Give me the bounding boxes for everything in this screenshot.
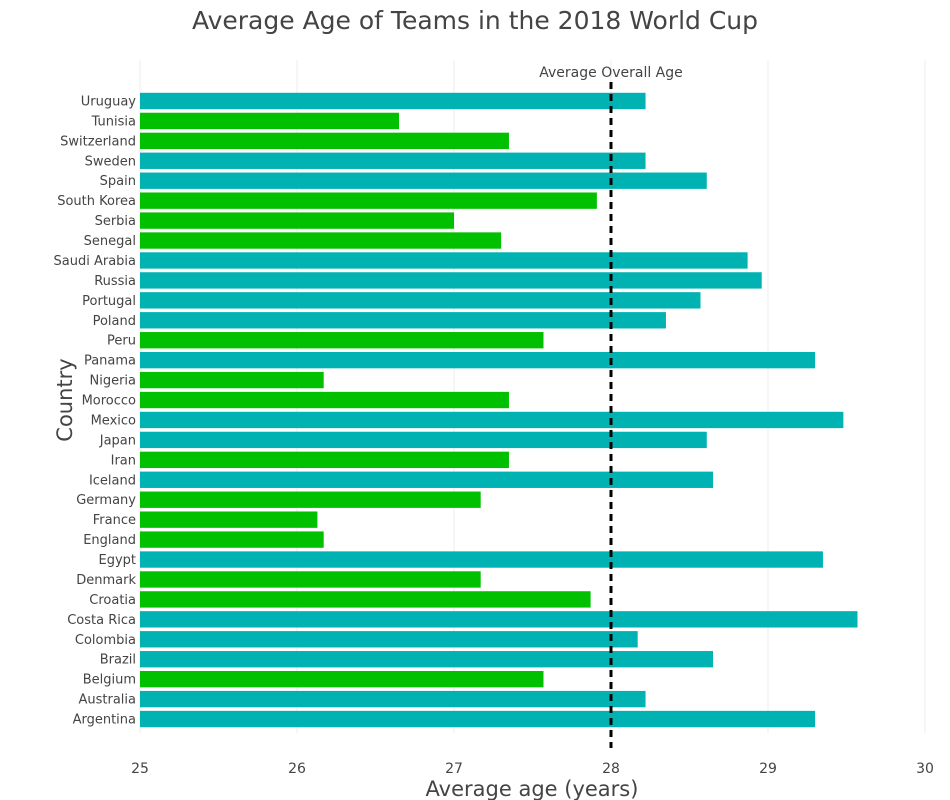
category-label: Mexico [91, 413, 136, 428]
bar-sweden [140, 152, 646, 169]
category-label: Japan [99, 433, 136, 448]
category-label: Serbia [95, 214, 136, 229]
bar-panama [140, 351, 816, 369]
category-label: Tunisia [91, 114, 136, 129]
bar-portugal [140, 292, 701, 309]
bar-argentina [140, 710, 816, 728]
x-axis-ticks: 25 26 27 28 29 30 [131, 761, 934, 777]
category-label: France [93, 513, 136, 528]
bar-peru [140, 332, 544, 349]
bar-croatia [140, 591, 591, 608]
category-label: Morocco [82, 394, 136, 409]
bar-spain [140, 172, 707, 189]
y-axis-title: Country [53, 358, 77, 441]
x-tick-label: 28 [602, 761, 620, 777]
x-axis-title: Average age (years) [426, 777, 639, 800]
bar-nigeria [140, 371, 324, 389]
bar-germany [140, 491, 481, 508]
x-tick-label: 25 [131, 761, 149, 777]
category-label: Saudi Arabia [54, 254, 137, 269]
category-label: Iran [111, 453, 136, 468]
bar-senegal [140, 232, 502, 249]
bar-south-korea [140, 192, 597, 209]
bar-morocco [140, 391, 509, 409]
bar-serbia [140, 212, 454, 229]
category-label: Nigeria [89, 374, 136, 389]
bar-denmark [140, 571, 481, 588]
category-label: South Korea [57, 194, 136, 209]
bar-japan [140, 431, 707, 449]
category-label: Brazil [100, 653, 136, 668]
category-label: Uruguay [81, 94, 137, 109]
bar-brazil [140, 651, 714, 668]
reference-line-group: Average Overall Age [539, 65, 683, 748]
bar-costa-rica [140, 611, 858, 628]
category-label: Denmark [76, 573, 136, 588]
bar-england [140, 531, 324, 548]
bar-australia [140, 690, 646, 708]
bar-russia [140, 272, 762, 289]
bar-colombia [140, 631, 638, 648]
chart-title: Average Age of Teams in the 2018 World C… [192, 6, 758, 35]
category-label: Germany [76, 493, 136, 508]
category-label: Iceland [89, 473, 136, 488]
category-label: Switzerland [60, 134, 136, 149]
bar-switzerland [140, 132, 509, 150]
x-tick-label: 29 [759, 761, 777, 777]
x-tick-label: 26 [288, 761, 306, 777]
category-label: Argentina [73, 713, 136, 728]
category-label: Panama [84, 354, 136, 369]
category-label: England [83, 533, 136, 548]
bar-iceland [140, 471, 714, 488]
category-label: Egypt [98, 553, 136, 568]
bar-uruguay [140, 92, 646, 110]
category-label: Russia [94, 274, 136, 289]
bar-poland [140, 312, 666, 329]
category-label: Portugal [82, 294, 136, 309]
y-axis-labels: Uruguay Tunisia Switzerland Sweden Spain Sout… [54, 94, 137, 727]
category-label: Peru [107, 334, 136, 349]
bar-saudi-arabia [140, 252, 748, 269]
bar-tunisia [140, 112, 400, 130]
category-label: Belgium [83, 673, 136, 688]
bar-iran [140, 451, 509, 469]
bar-france [140, 511, 318, 528]
bar-belgium [140, 670, 544, 688]
category-label: Poland [93, 314, 136, 329]
x-tick-label: 30 [916, 761, 934, 777]
category-label: Sweden [85, 154, 136, 169]
reference-line-label: Average Overall Age [539, 65, 683, 81]
x-tick-label: 27 [445, 761, 463, 777]
category-label: Senegal [84, 234, 136, 249]
category-label: Costa Rica [67, 613, 136, 628]
category-label: Spain [100, 174, 136, 189]
category-label: Colombia [75, 633, 136, 648]
bars [140, 92, 858, 728]
category-label: Australia [78, 693, 136, 708]
category-label: Croatia [89, 593, 136, 608]
bar-mexico [140, 411, 844, 429]
bar-egypt [140, 551, 823, 568]
